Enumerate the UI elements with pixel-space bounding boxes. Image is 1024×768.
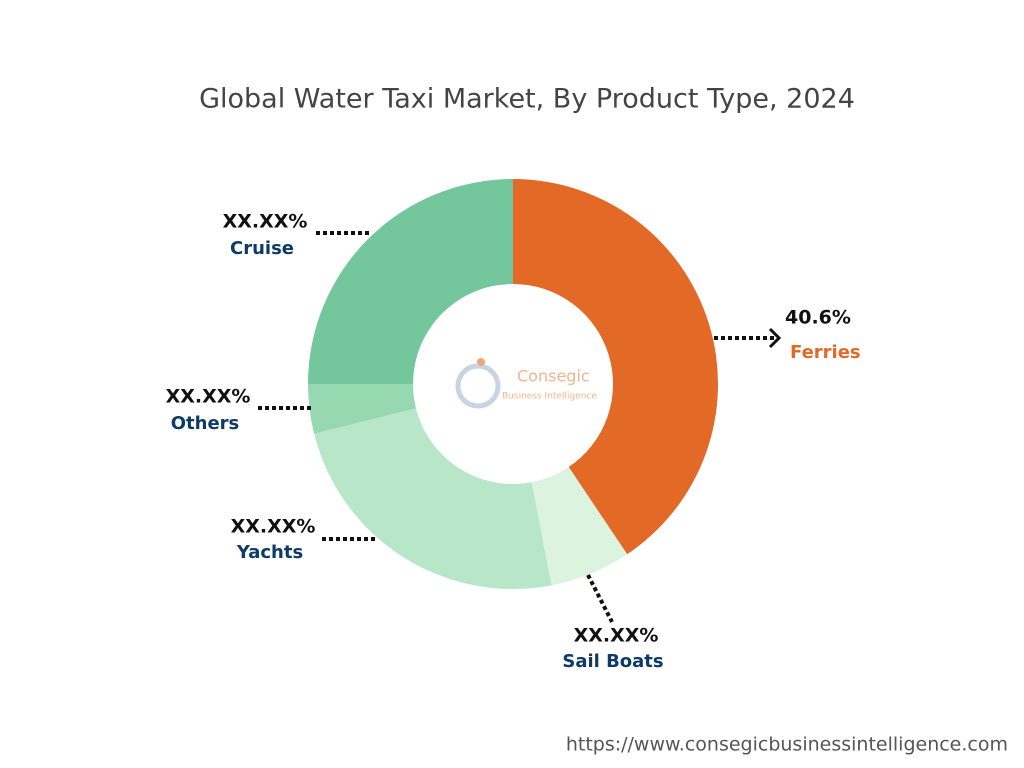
- slice-label: Ferries: [790, 342, 861, 363]
- donut-slice: [531, 467, 628, 586]
- slice-percent: XX.XX%: [223, 211, 308, 233]
- slice-label: Yachts: [236, 542, 303, 563]
- slice-label: Others: [171, 413, 240, 434]
- logo-icon: [455, 363, 501, 409]
- logo-dot: [477, 358, 485, 366]
- logo-tagline: Business Intelligence: [502, 392, 597, 402]
- donut-slice: [308, 384, 416, 434]
- slice-percent: XX.XX%: [166, 386, 251, 408]
- donut-slice: [308, 179, 513, 384]
- slice-label: Cruise: [230, 238, 294, 259]
- logo: Consegic Business Intelligence: [455, 358, 597, 409]
- source: https://www.consegicbusinessintelligence…: [566, 734, 1008, 756]
- slice-percent: XX.XX%: [574, 625, 659, 647]
- slice-label: Sail Boats: [562, 651, 663, 672]
- chart-title: Global Water Taxi Market, By Product Typ…: [199, 84, 855, 115]
- logo-name: Consegic: [517, 367, 590, 386]
- leader-line: [586, 574, 614, 623]
- leader-arrow: [768, 327, 782, 349]
- donut-slice: [513, 179, 718, 555]
- donut-slice: [314, 408, 552, 589]
- slice-percent: 40.6%: [785, 307, 851, 329]
- slice-percent: XX.XX%: [231, 516, 316, 538]
